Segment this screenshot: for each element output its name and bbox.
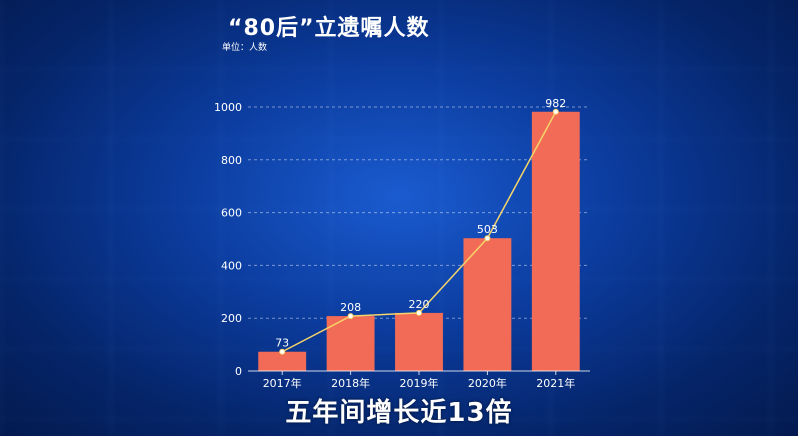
x-tick-label: 2021年 [536, 376, 575, 390]
chart-title: “80后”立遗嘱人数 [228, 16, 430, 41]
bar [258, 351, 307, 371]
data-label: 982 [545, 97, 566, 110]
x-tick-label: 2019年 [400, 376, 439, 390]
data-label: 503 [477, 223, 498, 236]
bar [463, 238, 512, 371]
trend-point [416, 309, 422, 316]
bar [531, 111, 580, 371]
x-tick-label: 2017年 [263, 376, 302, 390]
trend-point [552, 108, 559, 115]
y-axis: 0 200 400 600 800 1000 [214, 101, 242, 378]
x-tick-label: 2020年 [468, 376, 507, 390]
y-tick-label: 800 [221, 154, 242, 167]
data-label: 73 [275, 337, 289, 350]
data-labels: 73 208 220 503 982 [275, 97, 566, 350]
caption: 五年间增长近13倍 [285, 398, 513, 428]
trend-point [279, 348, 286, 355]
y-tick-label: 1000 [214, 101, 242, 114]
bar [395, 312, 443, 371]
trend-point [484, 235, 491, 242]
unit-label: 单位：人数 [222, 43, 268, 53]
y-tick-label: 200 [221, 312, 242, 325]
x-axis: 2017年 2018年 2019年 2020年 2021年 [248, 370, 590, 390]
data-label: 208 [340, 301, 361, 314]
bars [258, 111, 580, 371]
trend-point [347, 313, 354, 320]
y-tick-label: 0 [235, 365, 242, 378]
trend-points [279, 108, 559, 355]
y-tick-label: 400 [221, 259, 242, 272]
x-tick-label: 2018年 [331, 376, 370, 390]
data-label: 220 [409, 298, 430, 311]
y-tick-label: 600 [221, 207, 242, 220]
